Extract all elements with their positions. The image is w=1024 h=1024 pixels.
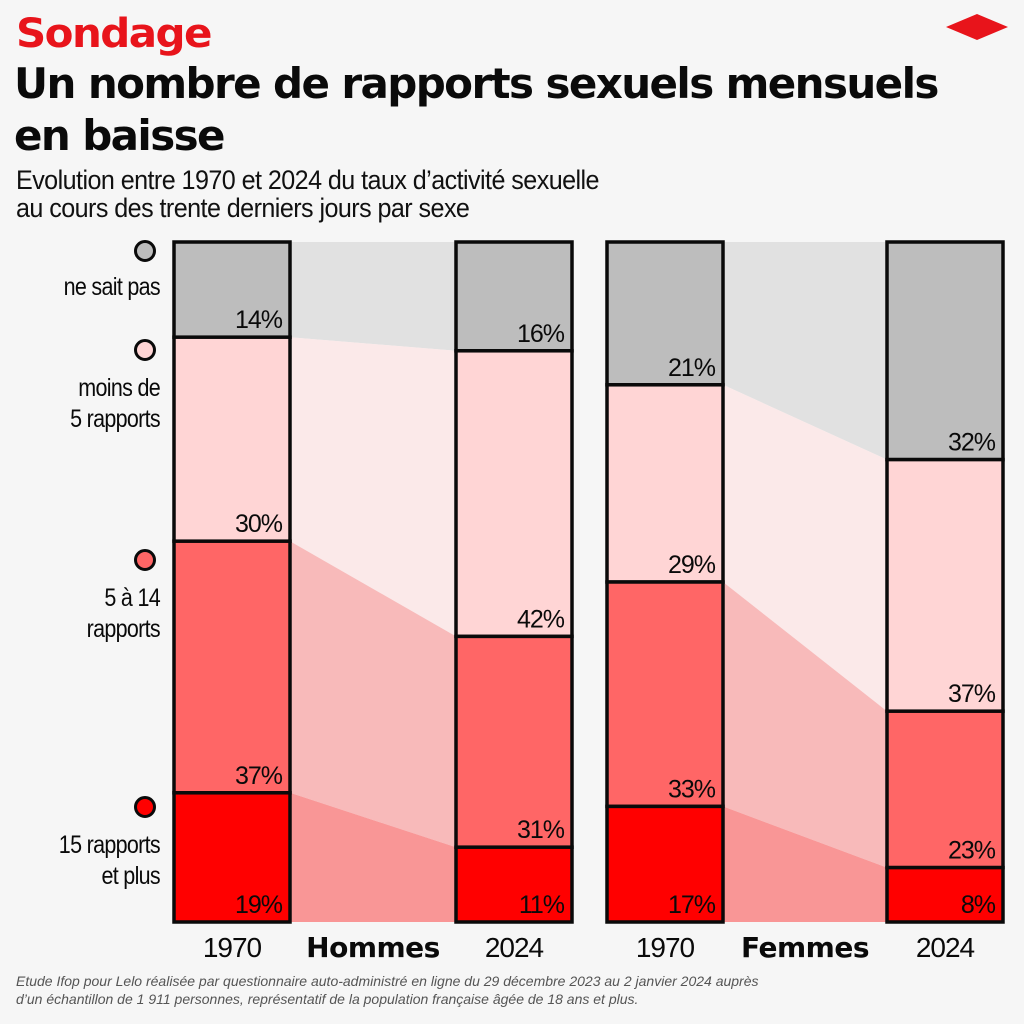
source-line-1: Etude Ifop pour Lelo réalisée par questi… [16,973,759,989]
value-label-hommes-1970-moins-de-5-rapports: 30% [235,510,283,538]
bar-segment-femmes-1970-15-rapports-et-plus [605,804,725,924]
value-label-hommes-2024-moins-de-5-rapports: 42% [517,605,565,633]
bar-segment-femmes-1970-ne-sait-pas [605,240,725,387]
value-label-femmes-2024-moins-de-5-rapports: 37% [948,680,996,708]
value-label-femmes-2024-ne-sait-pas: 32% [948,429,996,457]
value-label-hommes-2024-ne-sait-pas: 16% [517,320,565,348]
chart-subtitle: Evolution entre 1970 et 2024 du taux d’a… [16,166,853,222]
kicker-label: Sondage [16,11,213,57]
bar-segment-hommes-2024-5-a-14-rapports [454,634,574,849]
value-label-femmes-2024-15-rapports-et-plus: 8% [961,891,996,919]
bar-segment-femmes-2024-moins-de-5-rapports [885,457,1005,713]
value-label-femmes-1970-ne-sait-pas: 21% [668,354,716,382]
bar-segment-hommes-2024-moins-de-5-rapports [454,349,574,639]
legend-dot-icon [134,796,156,818]
flow-band-femmes-moins-de-5-rapports [723,384,887,712]
bar-segment-hommes-2024-15-rapports-et-plus [454,845,574,924]
value-label-hommes-2024-5-a-14-rapports: 31% [517,816,565,844]
value-label-femmes-2024-5-a-14-rapports: 23% [948,837,996,865]
value-label-hommes-1970-ne-sait-pas: 14% [235,306,283,334]
chart-title: Un nombre de rapports sexuels mensuels e… [14,59,939,160]
value-label-hommes-1970-15-rapports-et-plus: 19% [235,891,283,919]
year-label-femmes-1970: 1970 [636,932,695,963]
subtitle-line-2: au cours des trente derniers jours par s… [16,193,470,223]
source-line-2: d’un échantillon de 1 911 personnes, rep… [16,991,639,1007]
flow-band-hommes-ne-sait-pas [290,242,456,351]
group-label-hommes: Hommes [306,931,440,964]
legend-label: 5 à 14 rapports [86,584,161,643]
flow-band-hommes-5-a-14-rapports [290,541,456,848]
value-label-hommes-2024-15-rapports-et-plus: 11% [519,891,565,919]
flow-band-hommes-15-rapports-et-plus [290,792,456,922]
value-label-femmes-1970-moins-de-5-rapports: 29% [668,551,716,579]
group-label-femmes: Femmes [741,931,869,964]
flow-band-hommes-moins-de-5-rapports [290,337,456,637]
flow-band-femmes-ne-sait-pas [723,242,887,460]
year-label-hommes-1970: 1970 [203,932,262,963]
flow-band-femmes-5-a-14-rapports [723,582,887,868]
flow-band-femmes-15-rapports-et-plus [723,806,887,922]
legend-label: moins de 5 rapports [70,374,161,433]
value-labels: 14% 30% 37% 19% 16% 42% 31% 11% 21% 29% 33% 17% 32% 3… [235,306,997,919]
legend-label: 15 rapports et plus [58,831,161,890]
legend-label: ne sait pas [63,273,161,301]
subtitle-line-1: Evolution entre 1970 et 2024 du taux d’a… [16,165,600,195]
bar-segment-femmes-1970-5-a-14-rapports [605,580,725,809]
red-diamond-logo-icon [946,14,1008,40]
source-note: Etude Ifop pour Lelo réalisée par questi… [16,972,1016,1008]
year-label-femmes-2024: 2024 [916,932,975,963]
bar-segment-hommes-1970-5-a-14-rapports [172,539,292,795]
year-label-hommes-2024: 2024 [485,932,544,963]
bar-segment-hommes-2024-ne-sait-pas [454,240,574,353]
legend-dot-icon [134,240,156,262]
value-label-hommes-1970-5-a-14-rapports: 37% [235,762,283,790]
legend-dot-icon [134,339,156,361]
bar-segment-femmes-2024-ne-sait-pas [885,240,1005,462]
bar-segment-hommes-1970-15-rapports-et-plus [172,791,292,924]
value-label-femmes-1970-5-a-14-rapports: 33% [668,775,716,803]
bars [172,240,1005,924]
bar-segment-femmes-2024-15-rapports-et-plus [885,865,1005,924]
bar-segment-femmes-2024-5-a-14-rapports [885,709,1005,870]
legend-dot-icon [134,549,156,571]
value-label-femmes-1970-15-rapports-et-plus: 17% [668,891,716,919]
x-axis-labels: 1970 2024 Hommes 1970 2024 Femmes [203,931,976,964]
flow-bands [290,242,887,922]
